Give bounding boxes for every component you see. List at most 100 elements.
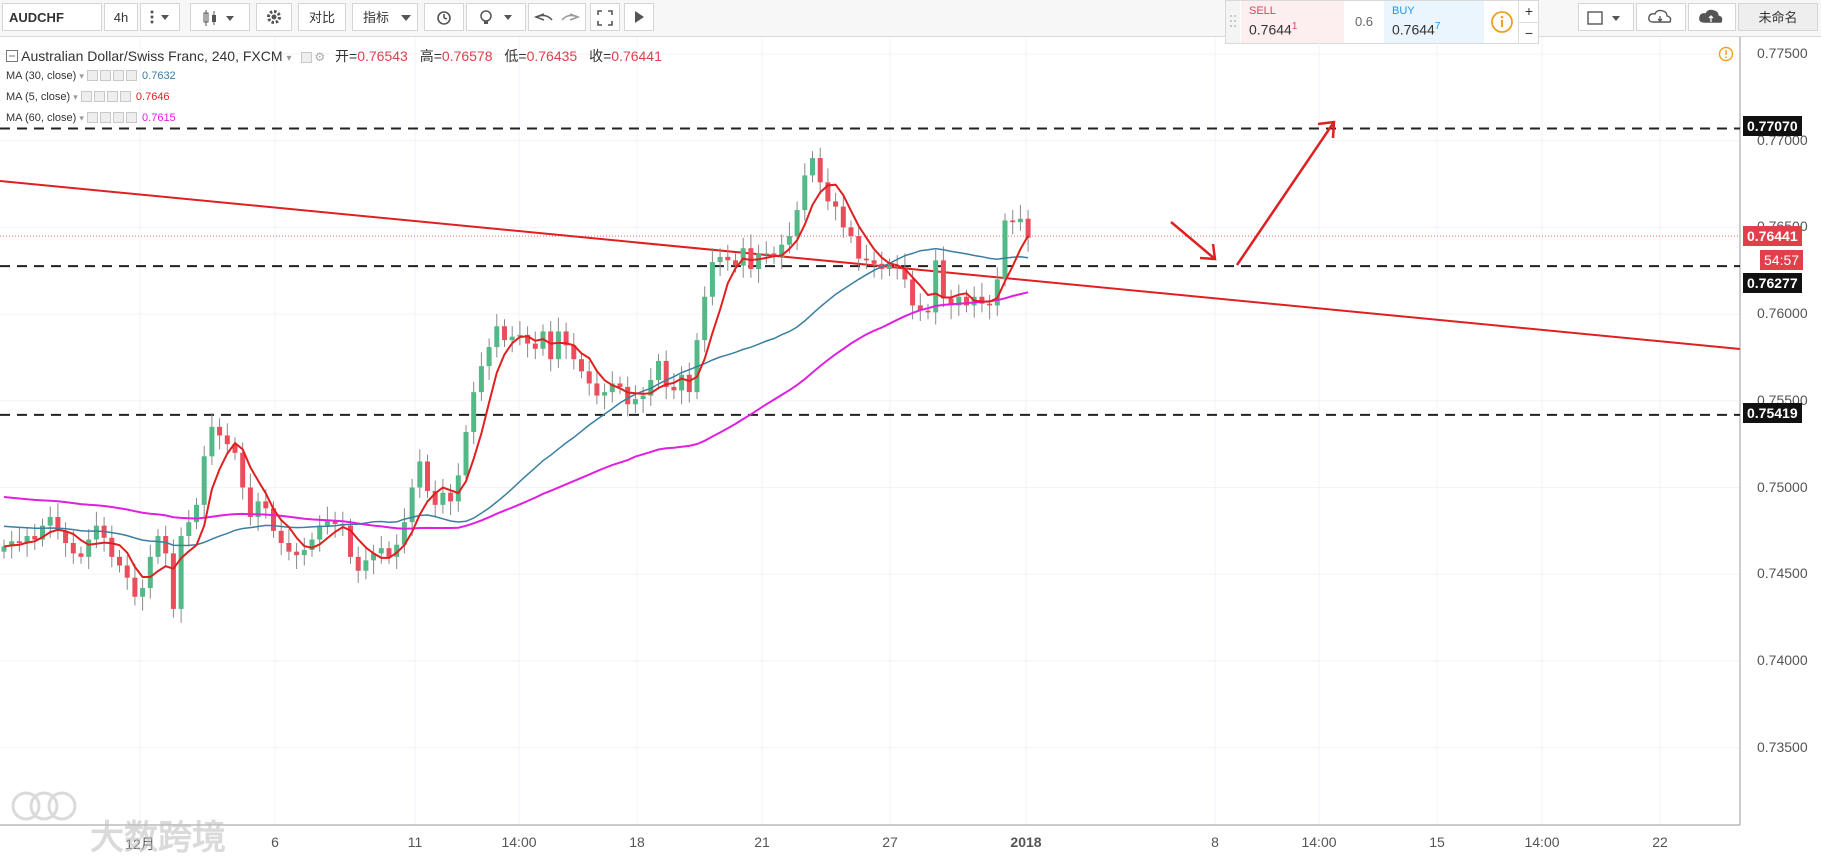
candle-body: [78, 553, 84, 557]
price-tick-label: 0.77500: [1757, 45, 1808, 61]
interval-select[interactable]: 4h: [104, 3, 138, 31]
watermark-logo: [11, 791, 77, 821]
ma5-close-icon[interactable]: [119, 91, 131, 102]
high-label: 高=: [419, 48, 442, 64]
candle-body: [455, 475, 461, 502]
candle-body: [933, 260, 939, 313]
candle-body: [502, 326, 507, 341]
candle-body: [16, 541, 22, 543]
ma60-line: [3, 291, 1029, 530]
candle-body: [348, 525, 353, 557]
high-value: 0.76578: [441, 48, 493, 64]
candle-body: [32, 536, 38, 540]
candle-body: [717, 256, 723, 263]
candle-body: [371, 553, 377, 561]
candle-body: [594, 383, 600, 396]
gear-small-icon[interactable]: ⚙: [314, 50, 326, 64]
sell-price: 0.7644: [1249, 21, 1292, 38]
ma5-eye-icon[interactable]: [80, 91, 92, 102]
ma5-line: [3, 183, 1029, 578]
ma60-eye-icon[interactable]: [86, 112, 98, 123]
candle-body: [810, 158, 815, 176]
undo-redo-icon[interactable]: [532, 10, 582, 24]
indicators-button[interactable]: 指标: [352, 3, 418, 31]
time-tick-label: 6: [271, 834, 279, 850]
layout-button[interactable]: [1578, 3, 1634, 31]
interval-dropdown-button[interactable]: [140, 3, 180, 31]
arrow-up-annotation[interactable]: [1235, 120, 1336, 266]
ma30-value: 0.7632: [142, 70, 176, 82]
candle-body: [856, 236, 862, 259]
ma60-settings-icon[interactable]: [99, 112, 111, 123]
title-chevron-icon[interactable]: ▾: [286, 53, 292, 64]
candle-body: [124, 565, 130, 578]
play-icon: [635, 11, 644, 23]
trade-widget: SELL 0.76441 0.6 BUY 0.76447 + −: [1225, 0, 1539, 44]
cloud-load-button[interactable]: [1636, 3, 1686, 31]
quantity-decrease-button[interactable]: −: [1518, 22, 1539, 44]
candle-body: [86, 539, 92, 557]
candle-body: [40, 525, 45, 540]
arrow-down-annotation[interactable]: [1170, 221, 1217, 261]
settings-button[interactable]: [256, 3, 292, 31]
ma30-chevron-icon[interactable]: ▾: [79, 71, 84, 81]
ma5-legend: MA (5, close) ▾ 0.7646: [6, 91, 170, 103]
candle-body: [871, 260, 877, 264]
candle-body: [232, 444, 238, 453]
sell-button[interactable]: SELL 0.76441: [1241, 1, 1344, 43]
eye-icon[interactable]: [301, 52, 313, 63]
chevron-down-icon: [401, 15, 411, 21]
compare-button[interactable]: 对比: [298, 3, 346, 31]
candle-body: [1025, 218, 1031, 238]
candle-body: [432, 490, 438, 505]
fullscreen-button[interactable]: [590, 3, 620, 31]
time-tick-label: 2018: [1010, 834, 1042, 850]
time-tick-label: 12月: [125, 836, 155, 852]
time-tick-label: 14:00: [1301, 834, 1337, 850]
candle-body: [840, 206, 846, 228]
candle-body: [409, 487, 415, 523]
ma30-settings-icon[interactable]: [99, 70, 111, 81]
buy-price-wrap: 0.76447: [1392, 21, 1440, 38]
drag-handle[interactable]: [1226, 1, 1240, 43]
candle-body: [417, 461, 423, 488]
buy-button[interactable]: BUY 0.76447: [1384, 1, 1484, 43]
info-button[interactable]: [1489, 9, 1515, 35]
low-value: 0.76435: [526, 48, 578, 64]
candle-body: [1017, 218, 1023, 223]
account-menu[interactable]: 未命名: [1738, 3, 1818, 31]
candle-body: [917, 305, 923, 311]
replay-button[interactable]: [624, 3, 654, 31]
cloud-save-button[interactable]: [1688, 3, 1736, 31]
bar-countdown-label: 54:57: [1760, 250, 1804, 270]
candle-body: [825, 182, 831, 202]
chart-warning-icon[interactable]: [1718, 46, 1734, 67]
ma30-close-icon[interactable]: [125, 70, 137, 81]
candle-body: [609, 383, 615, 393]
ma60-close-icon[interactable]: [125, 112, 137, 123]
chart-style-button[interactable]: [190, 3, 250, 31]
buy-label: BUY: [1392, 5, 1415, 17]
ma30-eye-icon[interactable]: [86, 70, 98, 81]
candle-body: [9, 541, 15, 547]
ma60-add-icon[interactable]: [112, 112, 124, 123]
price-chart[interactable]: [0, 37, 1821, 862]
symbol-search-input[interactable]: AUDCHF: [2, 3, 102, 31]
candle-body: [140, 588, 146, 597]
candle-body: [994, 279, 1000, 306]
trend-line[interactable]: [0, 180, 1741, 350]
time-tick-label: 27: [882, 834, 898, 850]
candle-body: [240, 452, 246, 488]
template-button[interactable]: [466, 3, 526, 31]
candle-body: [709, 262, 715, 297]
collapse-icon[interactable]: [6, 50, 18, 62]
alert-button[interactable]: [424, 3, 464, 31]
horizontal-levels: [0, 127, 1740, 416]
ma60-chevron-icon[interactable]: ▾: [79, 113, 84, 123]
candle-body: [863, 258, 869, 261]
ma5-settings-icon[interactable]: [93, 91, 105, 102]
ma5-add-icon[interactable]: [106, 91, 118, 102]
ma30-add-icon[interactable]: [112, 70, 124, 81]
ma5-chevron-icon[interactable]: ▾: [73, 92, 78, 102]
quantity-increase-button[interactable]: +: [1518, 1, 1539, 22]
